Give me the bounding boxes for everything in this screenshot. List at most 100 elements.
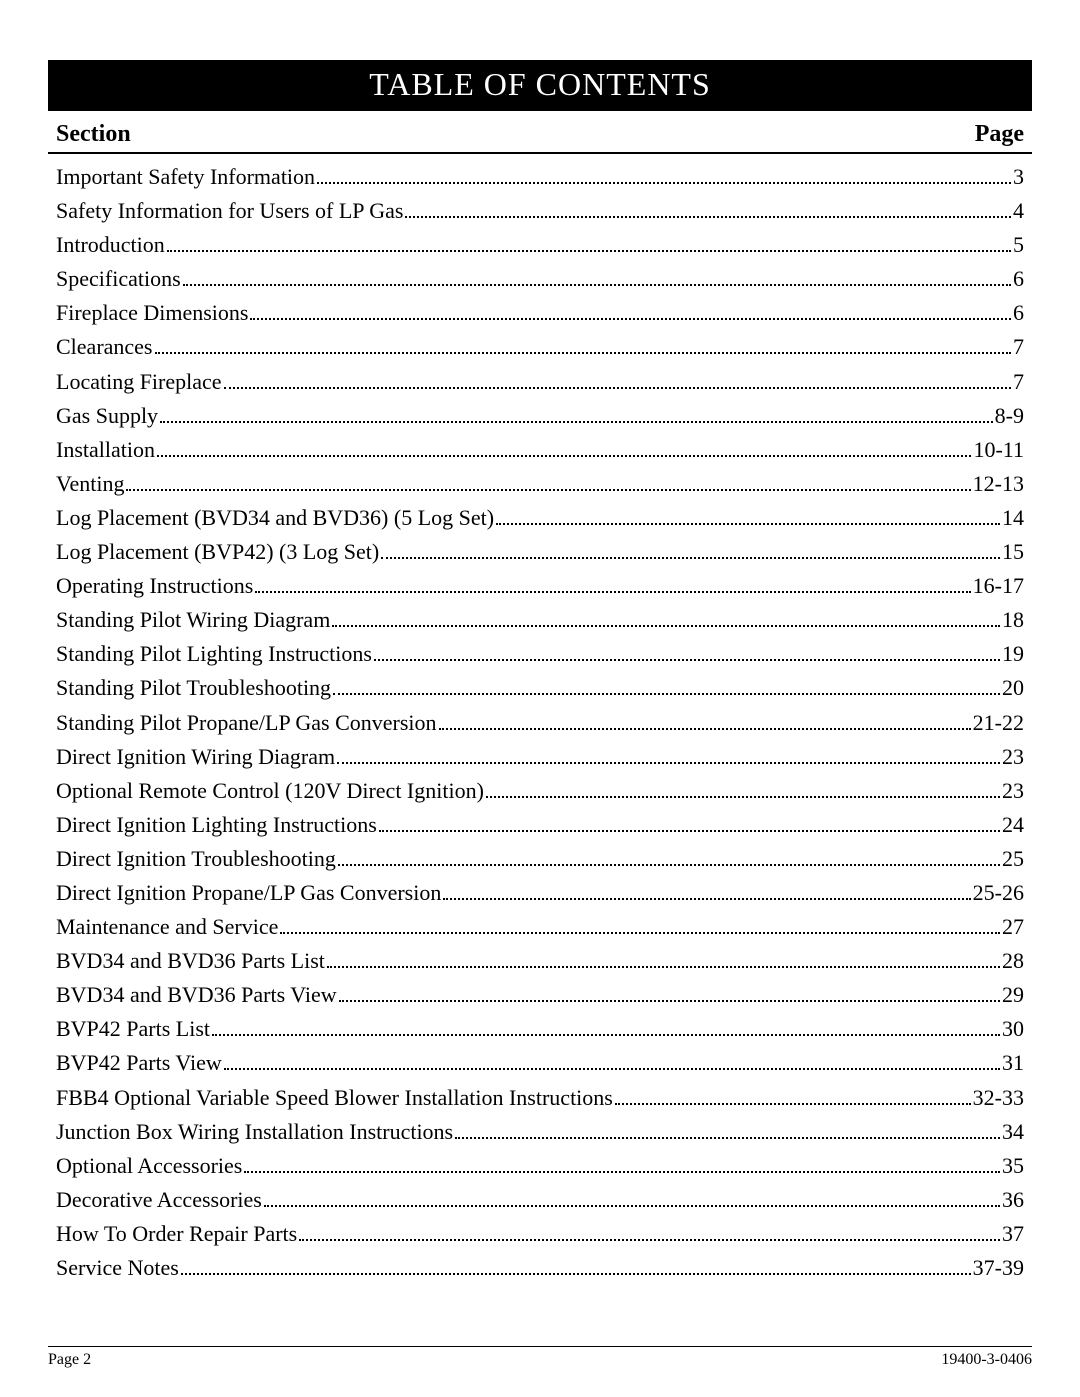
toc-row: Direct Ignition Lighting Instructions24: [56, 808, 1024, 842]
toc-entry-title: Operating Instructions: [56, 569, 253, 603]
toc-entry-page: 21-22: [973, 706, 1024, 740]
toc-entry-title: BVP42 Parts List: [56, 1012, 210, 1046]
footer-right: 19400-3-0406: [941, 1351, 1032, 1369]
toc-entry-title: Installation: [56, 433, 155, 467]
toc-entry-title: Fireplace Dimensions: [56, 296, 248, 330]
toc-leader: [250, 301, 1011, 321]
toc-row: Locating Fireplace7: [56, 365, 1024, 399]
toc-leader: [615, 1085, 971, 1105]
document-page: TABLE OF CONTENTS Section Page Important…: [0, 0, 1080, 1397]
toc-row: Log Placement (BVP42) (3 Log Set) 15: [56, 535, 1024, 569]
toc-entry-page: 20: [1002, 671, 1024, 705]
toc-entry-page: 15: [1002, 535, 1024, 569]
toc-leader: [338, 846, 1000, 866]
toc-entry-page: 6: [1013, 296, 1024, 330]
toc-entry-title: Direct Ignition Propane/LP Gas Conversio…: [56, 876, 441, 910]
footer-left: Page 2: [48, 1351, 91, 1369]
toc-entry-title: Specifications: [56, 262, 181, 296]
toc-list: Important Safety Information 3Safety Info…: [48, 154, 1032, 1285]
toc-entry-title: Optional Remote Control (120V Direct Ign…: [56, 774, 484, 808]
toc-entry-page: 28: [1002, 944, 1024, 978]
toc-entry-page: 16-17: [973, 569, 1024, 603]
toc-entry-page: 8-9: [995, 399, 1024, 433]
toc-entry-title: BVD34 and BVD36 Parts List: [56, 944, 325, 978]
toc-row: Safety Information for Users of LP Gas4: [56, 194, 1024, 228]
toc-leader: [486, 778, 1000, 798]
toc-entry-title: Standing Pilot Lighting Instructions: [56, 637, 372, 671]
toc-leader: [183, 267, 1011, 287]
toc-header-row: Section Page: [48, 111, 1032, 154]
toc-entry-page: 25: [1002, 842, 1024, 876]
toc-entry-title: Direct Ignition Troubleshooting: [56, 842, 336, 876]
toc-row: Standing Pilot Wiring Diagram 18: [56, 603, 1024, 637]
toc-row: BVD34 and BVD36 Parts View 29: [56, 978, 1024, 1012]
toc-entry-title: Direct Ignition Wiring Diagram: [56, 740, 335, 774]
toc-entry-page: 35: [1002, 1149, 1024, 1183]
toc-entry-page: 6: [1013, 262, 1024, 296]
toc-row: Optional Accessories35: [56, 1149, 1024, 1183]
toc-row: Operating Instructions 16-17: [56, 569, 1024, 603]
toc-leader: [405, 199, 1011, 219]
toc-row: Junction Box Wiring Installation Instruc…: [56, 1115, 1024, 1149]
toc-leader: [333, 676, 1000, 696]
toc-leader: [126, 471, 970, 491]
toc-row: Maintenance and Service27: [56, 910, 1024, 944]
toc-entry-page: 12-13: [973, 467, 1024, 501]
toc-entry-title: Junction Box Wiring Installation Instruc…: [56, 1115, 453, 1149]
toc-entry-page: 18: [1002, 603, 1024, 637]
toc-entry-page: 36: [1002, 1183, 1024, 1217]
toc-leader: [244, 1153, 1000, 1173]
toc-row: Optional Remote Control (120V Direct Ign…: [56, 774, 1024, 808]
toc-leader: [439, 710, 971, 730]
toc-row: Gas Supply 8-9: [56, 399, 1024, 433]
page-title-bar: TABLE OF CONTENTS: [48, 60, 1032, 111]
toc-entry-page: 10-11: [973, 433, 1024, 467]
toc-entry-title: Service Notes: [56, 1251, 179, 1285]
toc-leader: [374, 642, 1000, 662]
toc-entry-page: 29: [1002, 978, 1024, 1012]
toc-row: How To Order Repair Parts 37: [56, 1217, 1024, 1251]
toc-leader: [337, 744, 1000, 764]
toc-leader: [157, 437, 972, 457]
toc-leader: [181, 1255, 971, 1275]
toc-leader: [379, 812, 1000, 832]
toc-entry-title: Introduction: [56, 228, 165, 262]
toc-leader: [496, 505, 1000, 525]
toc-row: BVP42 Parts List 30: [56, 1012, 1024, 1046]
toc-row: Specifications 6: [56, 262, 1024, 296]
toc-row: Direct Ignition Propane/LP Gas Conversio…: [56, 876, 1024, 910]
toc-entry-page: 4: [1013, 194, 1024, 228]
toc-row: Important Safety Information 3: [56, 160, 1024, 194]
toc-row: Service Notes37-39: [56, 1251, 1024, 1285]
toc-entry-title: Gas Supply: [56, 399, 158, 433]
toc-leader: [155, 335, 1012, 355]
toc-row: Clearances 7: [56, 330, 1024, 364]
toc-entry-title: BVD34 and BVD36 Parts View: [56, 978, 337, 1012]
toc-leader: [443, 880, 970, 900]
toc-row: Standing Pilot Propane/LP Gas Conversion…: [56, 706, 1024, 740]
toc-entry-title: Log Placement (BVP42) (3 Log Set): [56, 535, 379, 569]
toc-entry-page: 30: [1002, 1012, 1024, 1046]
toc-entry-page: 32-33: [973, 1081, 1024, 1115]
toc-entry-page: 27: [1002, 910, 1024, 944]
toc-leader: [264, 1187, 1000, 1207]
toc-entry-title: Log Placement (BVD34 and BVD36) (5 Log S…: [56, 501, 494, 535]
toc-entry-page: 7: [1013, 365, 1024, 399]
toc-leader: [212, 1017, 1000, 1037]
toc-entry-title: Standing Pilot Propane/LP Gas Conversion: [56, 706, 437, 740]
toc-row: Venting 12-13: [56, 467, 1024, 501]
toc-leader: [327, 949, 1000, 969]
toc-leader: [224, 1051, 1000, 1071]
toc-entry-page: 14: [1002, 501, 1024, 535]
toc-row: Installation 10-11: [56, 433, 1024, 467]
toc-row: Standing Pilot Lighting Instructions 19: [56, 637, 1024, 671]
toc-entry-page: 24: [1002, 808, 1024, 842]
toc-entry-page: 3: [1013, 160, 1024, 194]
toc-leader: [255, 574, 970, 594]
toc-row: Direct Ignition Troubleshooting 25: [56, 842, 1024, 876]
toc-row: Introduction 5: [56, 228, 1024, 262]
toc-entry-title: Important Safety Information: [56, 160, 315, 194]
toc-entry-title: Standing Pilot Wiring Diagram: [56, 603, 330, 637]
toc-entry-title: Venting: [56, 467, 124, 501]
toc-row: BVD34 and BVD36 Parts List 28: [56, 944, 1024, 978]
